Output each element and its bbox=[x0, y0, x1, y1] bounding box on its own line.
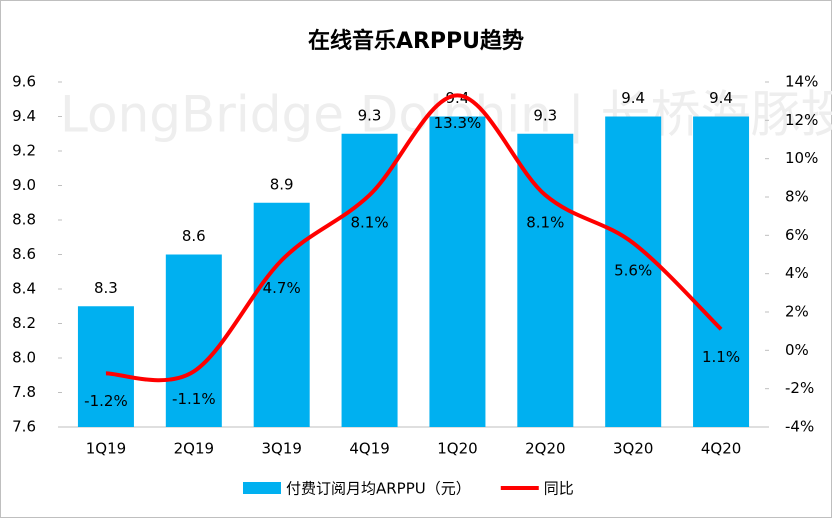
legend-swatch bbox=[243, 482, 281, 494]
y2-tick-label: 8% bbox=[785, 188, 809, 206]
bar-value-label: 9.4 bbox=[621, 89, 645, 107]
bar bbox=[605, 116, 662, 427]
line-value-label: 4.7% bbox=[263, 279, 301, 297]
x-tick-label: 1Q20 bbox=[437, 440, 477, 458]
chart-title: 在线音乐ARPPU趋势 bbox=[308, 28, 524, 54]
y-tick-label: 9.6 bbox=[12, 73, 36, 91]
bar bbox=[517, 133, 574, 427]
x-tick-label: 4Q19 bbox=[349, 440, 389, 458]
bar-value-label: 9.3 bbox=[358, 106, 382, 124]
y2-tick-label: -4% bbox=[785, 418, 814, 436]
y2-tick-label: -2% bbox=[785, 379, 814, 397]
y-tick-label: 9.4 bbox=[12, 107, 36, 125]
bar-value-label: 9.4 bbox=[709, 89, 733, 107]
x-tick-label: 3Q20 bbox=[613, 440, 653, 458]
line bbox=[105, 93, 723, 383]
legend-label: 同比 bbox=[544, 480, 574, 498]
x-tick-label: 2Q20 bbox=[525, 440, 565, 458]
bar-value-label: 9.3 bbox=[533, 106, 557, 124]
bar bbox=[165, 254, 222, 427]
y2-tick-label: 10% bbox=[785, 149, 818, 167]
y2-tick-label: 6% bbox=[785, 226, 809, 244]
line-value-label: 8.1% bbox=[351, 214, 389, 232]
y-tick-label: 8.0 bbox=[12, 349, 36, 367]
y2-tick-label: 12% bbox=[785, 111, 818, 129]
bar-value-label: 8.6 bbox=[182, 227, 206, 245]
y-tick-label: 7.8 bbox=[12, 383, 36, 401]
bar-value-label: 9.4 bbox=[446, 89, 470, 107]
y-tick-label: 9.0 bbox=[12, 176, 36, 194]
line-value-label: 8.1% bbox=[526, 214, 564, 232]
y-tick-label: 8.8 bbox=[12, 211, 36, 229]
x-tick-label: 4Q20 bbox=[701, 440, 741, 458]
y-tick-label: 9.2 bbox=[12, 142, 36, 160]
line-value-label: 5.6% bbox=[614, 262, 652, 280]
x-tick-label: 2Q19 bbox=[174, 440, 214, 458]
bar bbox=[693, 116, 750, 427]
line-value-label: -1.2% bbox=[84, 392, 128, 410]
y2-tick-label: 4% bbox=[785, 264, 809, 282]
y-tick-label: 7.6 bbox=[12, 418, 36, 436]
y2-tick-label: 0% bbox=[785, 341, 809, 359]
y-tick-label: 8.4 bbox=[12, 280, 36, 298]
bar bbox=[341, 133, 398, 427]
bar bbox=[77, 306, 134, 427]
y-tick-label: 8.6 bbox=[12, 245, 36, 263]
line-value-label: 13.3% bbox=[434, 114, 482, 132]
x-tick-label: 1Q19 bbox=[86, 440, 126, 458]
line-value-label: -1.1% bbox=[172, 390, 216, 408]
y2-tick-label: 14% bbox=[785, 73, 818, 91]
bar-value-label: 8.3 bbox=[94, 279, 118, 297]
y2-tick-label: 2% bbox=[785, 303, 809, 321]
legend-label: 付费订阅月均ARPPU（元） bbox=[286, 480, 471, 498]
bar-value-label: 8.9 bbox=[270, 175, 294, 193]
bar bbox=[429, 116, 486, 427]
x-tick-label: 3Q19 bbox=[261, 440, 301, 458]
line-value-label: 1.1% bbox=[702, 348, 740, 366]
bar bbox=[253, 202, 310, 427]
y-tick-label: 8.2 bbox=[12, 314, 36, 332]
